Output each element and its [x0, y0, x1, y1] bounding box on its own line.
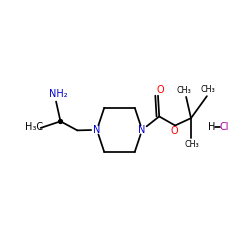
Text: H₃C: H₃C — [25, 122, 43, 132]
Text: H: H — [208, 122, 215, 132]
Text: CH₃: CH₃ — [176, 86, 191, 95]
Text: N: N — [93, 125, 100, 135]
Text: NH₂: NH₂ — [49, 89, 68, 99]
Text: N: N — [138, 125, 146, 135]
Text: CH₃: CH₃ — [184, 140, 199, 149]
Text: Cl: Cl — [219, 122, 229, 132]
Text: O: O — [171, 126, 178, 136]
Text: CH₃: CH₃ — [201, 85, 216, 94]
Text: O: O — [157, 85, 164, 95]
